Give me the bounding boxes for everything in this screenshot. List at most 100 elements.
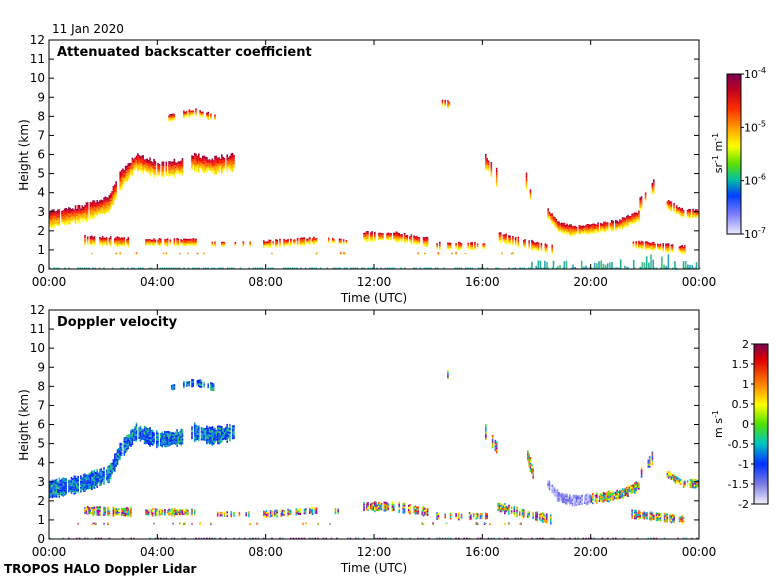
echo-cell [96, 508, 98, 510]
echo-cell [669, 204, 671, 206]
echo-cell [128, 434, 131, 437]
echo-cell [207, 429, 209, 432]
echo-cell [166, 442, 169, 445]
echo-cell [62, 488, 65, 491]
echo-cell [57, 214, 59, 216]
echo-cell [686, 215, 689, 218]
echo-cell [145, 163, 147, 166]
echo-cell [86, 513, 89, 515]
echo-cell [130, 513, 132, 516]
echo-cell [425, 236, 428, 239]
echo-cell [127, 167, 130, 170]
echo-cell [619, 223, 621, 226]
echo-cell [208, 432, 211, 435]
echo-cell [202, 158, 204, 161]
echo-cell [147, 240, 150, 243]
echo-cell [118, 510, 120, 512]
echo-cell [80, 475, 82, 478]
echo-cell [653, 267, 656, 269]
echo-cell [593, 230, 595, 232]
echo-cell [84, 244, 86, 246]
echo-cell [575, 232, 578, 235]
echo-cell [527, 459, 529, 462]
echo-cell [179, 511, 181, 514]
echo-cell [638, 210, 640, 213]
echo-cell [651, 189, 654, 191]
echo-cell [173, 162, 176, 164]
echo-cell [299, 239, 302, 241]
echo-cell [602, 222, 605, 224]
echo-cell [283, 267, 285, 269]
echo-cell [108, 477, 111, 480]
echo-cell [74, 214, 77, 217]
echo-cell [91, 235, 93, 237]
echo-cell [674, 474, 677, 476]
echo-cell [525, 182, 528, 184]
echo-cell [200, 385, 203, 388]
echo-cell [120, 510, 123, 512]
echo-cell [143, 438, 146, 441]
echo-cell [395, 239, 398, 241]
echo-cell [174, 162, 177, 164]
echo-cell [617, 224, 620, 226]
echo-cell [682, 483, 685, 486]
echo-cell [529, 196, 532, 199]
echo-cell [275, 242, 277, 245]
echo-cell [119, 179, 121, 181]
echo-cell [158, 238, 161, 240]
echo-cell [74, 213, 77, 215]
echo-cell [326, 267, 328, 269]
echo-cell [529, 195, 532, 197]
echo-cell [547, 212, 549, 215]
echo-cell [62, 211, 65, 214]
echo-cell [93, 479, 96, 482]
echo-cell [188, 109, 191, 111]
echo-cell [157, 440, 159, 443]
echo-cell [51, 488, 54, 491]
echo-cell [528, 241, 530, 244]
echo-cell [211, 241, 214, 244]
echo-cell [563, 501, 566, 503]
echo-cell [211, 167, 214, 169]
echo-cell [623, 220, 625, 222]
echo-cell [214, 170, 216, 173]
echo-cell [208, 163, 211, 166]
echo-cell [82, 206, 85, 209]
echo-cell [448, 103, 451, 105]
echo-cell [103, 212, 105, 215]
echo-cell [180, 513, 182, 515]
echo-cell [59, 479, 62, 482]
echo-cell [108, 199, 111, 202]
echo-cell [92, 217, 94, 220]
echo-cell [314, 238, 316, 240]
echo-cell [195, 168, 197, 171]
backscatter-data-layer [49, 99, 701, 270]
echo-cell [183, 113, 185, 115]
echo-cell [387, 267, 389, 269]
echo-cell [226, 170, 228, 173]
echo-cell [126, 438, 128, 441]
echo-cell [49, 482, 51, 485]
echo-cell [669, 208, 671, 211]
echo-cell [697, 481, 700, 484]
echo-cell [73, 211, 75, 213]
echo-cell [118, 245, 120, 247]
echo-cell [342, 252, 345, 254]
echo-cell [416, 238, 418, 241]
echo-cell [96, 204, 98, 207]
echo-cell [382, 235, 384, 238]
echo-cell [693, 482, 696, 485]
echo-cell [592, 267, 595, 269]
echo-cell [183, 117, 185, 119]
echo-cell [169, 164, 172, 166]
echo-cell [212, 428, 215, 431]
echo-cell [563, 224, 566, 227]
echo-cell [123, 173, 126, 175]
echo-cell [677, 211, 679, 214]
echo-cell [578, 495, 581, 497]
echo-cell [55, 493, 58, 496]
echo-cell [157, 167, 159, 169]
echo-cell [644, 197, 647, 199]
echo-cell [216, 435, 219, 437]
echo-cell [211, 435, 214, 438]
